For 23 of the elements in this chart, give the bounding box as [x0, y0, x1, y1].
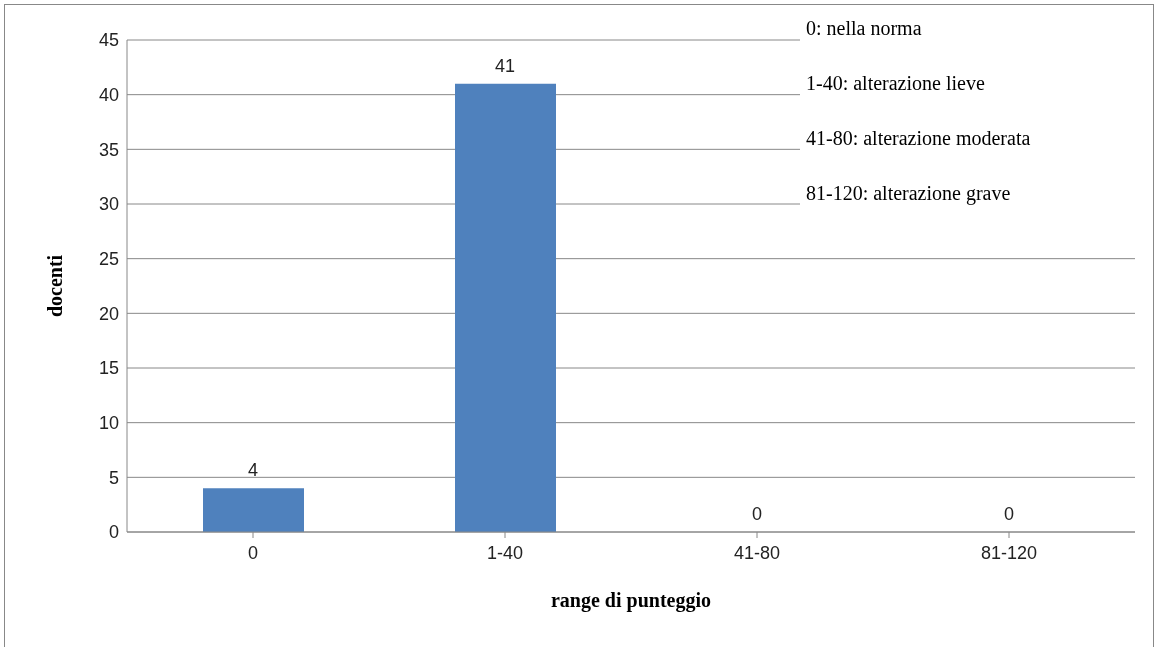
x-tick-label: 1-40	[486, 542, 524, 563]
x-tick-label: 0	[247, 542, 259, 563]
y-tick-label: 20	[98, 303, 119, 324]
y-tick-label: 40	[98, 85, 119, 106]
data-label: 0	[751, 504, 763, 524]
y-tick-label: 5	[108, 467, 119, 488]
data-label: 4	[247, 460, 259, 481]
data-label: 41	[494, 55, 516, 76]
annotation: 41-80: alterazione moderata	[806, 126, 1032, 151]
annotation: 1-40: alterazione lieve	[806, 71, 986, 96]
x-tick-label: 41-80	[733, 542, 781, 563]
y-tick-label: 25	[98, 249, 119, 270]
y-tick-label: 35	[98, 139, 119, 160]
y-tick-label: 0	[108, 522, 119, 543]
annotation: 81-120: alterazione grave	[806, 181, 1012, 207]
x-tick-label: 81-120	[980, 542, 1038, 563]
x-axis-title: range di punteggio	[550, 589, 712, 612]
y-tick-label: 45	[98, 30, 119, 51]
y-tick-label: 10	[98, 413, 119, 434]
y-tick-label: 15	[98, 358, 119, 379]
y-tick-label: 30	[98, 194, 119, 215]
data-label: 0	[1003, 504, 1015, 524]
y-axis-title: docenti	[44, 254, 67, 318]
